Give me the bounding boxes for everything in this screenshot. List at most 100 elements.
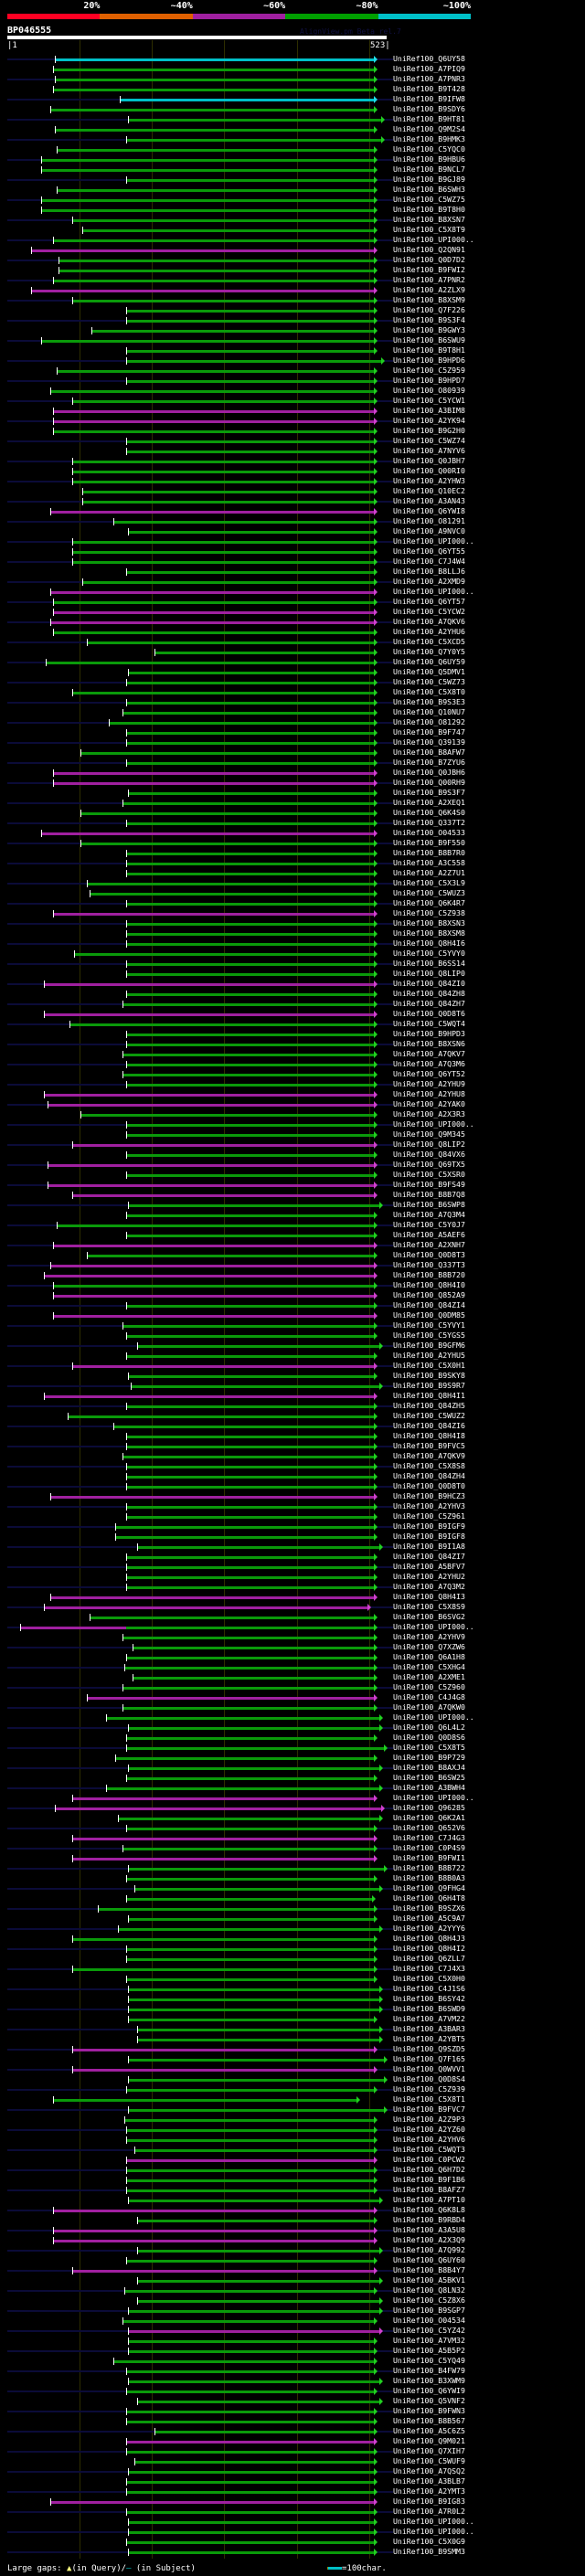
hit-label[interactable]: UniRef100_C5Z959	[393, 366, 465, 375]
hit-label[interactable]: UniRef100_A2YHU8	[393, 1089, 465, 1098]
hit-label[interactable]: UniRef100_A5AEF6	[393, 1230, 465, 1239]
hit-label[interactable]: UniRef100_Q8LN32	[393, 2285, 465, 2295]
hit-label[interactable]: UniRef100_Q6ZLL7	[393, 1954, 465, 1963]
hit-label[interactable]: UniRef100_Q8H4I1	[393, 1391, 465, 1400]
hit-label[interactable]: UniRef100_C5YQC0	[393, 144, 465, 154]
hit-label[interactable]: UniRef100_B6SVG2	[393, 1612, 465, 1621]
hit-label[interactable]: UniRef100_A7Q3M6	[393, 1059, 465, 1068]
hit-label[interactable]: UniRef100_A3BAR3	[393, 2024, 465, 2033]
hit-label[interactable]: UniRef100_Q0JBH7	[393, 456, 465, 465]
hit-label[interactable]: UniRef100_A3C558	[393, 858, 465, 867]
hit-label[interactable]: UniRef100_A7QKW0	[393, 1702, 465, 1712]
hit-label[interactable]: UniRef100_B9GWY3	[393, 325, 465, 334]
hit-label[interactable]: UniRef100_UPI000..	[393, 587, 474, 596]
hit-label[interactable]: UniRef100_Q652V6	[393, 1823, 465, 1832]
hit-label[interactable]: UniRef100_O80939	[393, 386, 465, 395]
hit-label[interactable]: UniRef100_B9I1A8	[393, 1542, 465, 1551]
hit-label[interactable]: UniRef100_A2YYY6	[393, 1924, 465, 1933]
hit-label[interactable]: UniRef100_Q2QN91	[393, 245, 465, 254]
hit-label[interactable]: UniRef100_B9S3E3	[393, 697, 465, 706]
hit-label[interactable]: UniRef100_B6SWD9	[393, 2004, 465, 2013]
hit-label[interactable]: UniRef100_A5BFV7	[393, 1562, 465, 1571]
hit-label[interactable]: UniRef100_A5C6Z5	[393, 2426, 465, 2435]
hit-label[interactable]: UniRef100_Q6YWI8	[393, 506, 465, 515]
hit-label[interactable]: UniRef100_Q0D7D2	[393, 255, 465, 264]
hit-label[interactable]: UniRef100_A9NVC0	[393, 526, 465, 535]
hit-label[interactable]: UniRef100_B3XWM9	[393, 2376, 465, 2385]
hit-label[interactable]: UniRef100_Q84ZI6	[393, 1421, 465, 1430]
hit-label[interactable]: UniRef100_C5Z960	[393, 1682, 465, 1691]
hit-label[interactable]: UniRef100_Q7Y0Y5	[393, 647, 465, 656]
hit-label[interactable]: UniRef100_B9SDY6	[393, 104, 465, 113]
hit-label[interactable]: UniRef100_Q6A1H8	[393, 1652, 465, 1661]
hit-label[interactable]: UniRef100_C5YCW1	[393, 396, 465, 405]
hit-label[interactable]: UniRef100_B9SZX6	[393, 1903, 465, 1913]
hit-label[interactable]: UniRef100_B7ZYU6	[393, 758, 465, 767]
hit-label[interactable]: UniRef100_C5Z938	[393, 908, 465, 917]
hit-label[interactable]: UniRef100_Q84ZH7	[393, 999, 465, 1008]
hit-label[interactable]: UniRef100_C5X8S8	[393, 1461, 465, 1470]
hit-label[interactable]: UniRef100_B9HT81	[393, 114, 465, 123]
hit-label[interactable]: UniRef100_B9S3F7	[393, 788, 465, 797]
hit-label[interactable]: UniRef100_B8B722	[393, 1863, 465, 1872]
hit-label[interactable]: UniRef100_Q0D8T3	[393, 1250, 465, 1259]
hit-label[interactable]: UniRef100_Q8H4J3	[393, 1934, 465, 1943]
hit-label[interactable]: UniRef100_Q9SZD5	[393, 2044, 465, 2053]
hit-label[interactable]: UniRef100_B8AFW7	[393, 747, 465, 757]
hit-label[interactable]: UniRef100_A2XME1	[393, 1672, 465, 1681]
hit-label[interactable]: UniRef100_B9HPD7	[393, 376, 465, 385]
hit-label[interactable]: UniRef100_C7J4G3	[393, 1833, 465, 1842]
hit-label[interactable]: UniRef100_C5XSR0	[393, 1170, 465, 1179]
hit-label[interactable]: UniRef100_Q9FHG4	[393, 1883, 465, 1892]
hit-label[interactable]: UniRef100_C5X8T5	[393, 1743, 465, 1752]
hit-label[interactable]: UniRef100_Q69TX5	[393, 1160, 465, 1169]
hit-label[interactable]: UniRef100_B8XSM9	[393, 295, 465, 304]
hit-label[interactable]: UniRef100_B9IGF8	[393, 1532, 465, 1541]
hit-label[interactable]: UniRef100_B9IGF9	[393, 1521, 465, 1531]
hit-label[interactable]: UniRef100_Q6YT57	[393, 597, 465, 606]
hit-label[interactable]: UniRef100_B8AXJ4	[393, 1763, 465, 1772]
hit-label[interactable]: UniRef100_A2Z7U1	[393, 868, 465, 877]
hit-label[interactable]: UniRef100_C5WUZ3	[393, 888, 465, 897]
hit-label[interactable]: UniRef100_A7VM32	[393, 2336, 465, 2345]
hit-label[interactable]: UniRef100_Q6H4T8	[393, 1893, 465, 1903]
hit-label[interactable]: UniRef100_B8XSN3	[393, 918, 465, 928]
hit-label[interactable]: UniRef100_A2YHW3	[393, 476, 465, 485]
hit-label[interactable]: UniRef100_B9GFM6	[393, 1341, 465, 1350]
hit-label[interactable]: UniRef100_B9G2H0	[393, 426, 465, 435]
hit-label[interactable]: UniRef100_Q6L4L2	[393, 1723, 465, 1732]
hit-label[interactable]: UniRef100_B6SY42	[393, 1994, 465, 2003]
hit-label[interactable]: UniRef100_O04533	[393, 828, 465, 837]
hit-label[interactable]: UniRef100_B9FVC5	[393, 1441, 465, 1450]
hit-label[interactable]: UniRef100_B9IFW8	[393, 94, 465, 103]
hit-label[interactable]: UniRef100_A2YAK0	[393, 1099, 465, 1108]
hit-label[interactable]: UniRef100_Q6YT55	[393, 546, 465, 556]
hit-label[interactable]: UniRef100_A2YHU2	[393, 1572, 465, 1581]
hit-label[interactable]: UniRef100_UPI000..	[393, 1622, 474, 1631]
hit-label[interactable]: UniRef100_B9S9R7	[393, 1381, 465, 1390]
hit-label[interactable]: UniRef100_A7Q3M2	[393, 1582, 465, 1591]
hit-label[interactable]: UniRef100_UPI000..	[393, 1712, 474, 1722]
hit-label[interactable]: UniRef100_C5X0G9	[393, 2537, 465, 2546]
hit-label[interactable]: UniRef100_C4J4G8	[393, 1692, 465, 1701]
hit-label[interactable]: UniRef100_Q6YWI9	[393, 2386, 465, 2395]
hit-label[interactable]: UniRef100_A2XEQ1	[393, 798, 465, 807]
hit-label[interactable]: UniRef100_B9HBU6	[393, 154, 465, 164]
hit-label[interactable]: UniRef100_C5Z939	[393, 2084, 465, 2094]
hit-label[interactable]: UniRef100_A5C9A7	[393, 1913, 465, 1923]
hit-label[interactable]: UniRef100_A3BLB7	[393, 2476, 465, 2486]
hit-label[interactable]: UniRef100_Q7XZW6	[393, 1642, 465, 1651]
hit-label[interactable]: UniRef100_B9F550	[393, 838, 465, 847]
hit-label[interactable]: UniRef100_C5WZ73	[393, 677, 465, 686]
hit-label[interactable]: UniRef100_Q10NU7	[393, 707, 465, 716]
hit-label[interactable]: UniRef100_Q9M345	[393, 1129, 465, 1139]
hit-label[interactable]: UniRef100_B8B7Q8	[393, 1190, 465, 1199]
hit-label[interactable]: UniRef100_Q8H4I3	[393, 1592, 465, 1601]
hit-label[interactable]: UniRef100_C5YGS5	[393, 1330, 465, 1340]
hit-label[interactable]: UniRef100_A5B5P2	[393, 2346, 465, 2355]
hit-label[interactable]: UniRef100_A7PT10	[393, 2195, 465, 2204]
hit-label[interactable]: UniRef100_A5BKV1	[393, 2275, 465, 2284]
hit-label[interactable]: UniRef100_Q852A9	[393, 1290, 465, 1299]
hit-label[interactable]: UniRef100_B6SWU9	[393, 335, 465, 345]
hit-label[interactable]: UniRef100_Q0D8T6	[393, 1009, 465, 1018]
